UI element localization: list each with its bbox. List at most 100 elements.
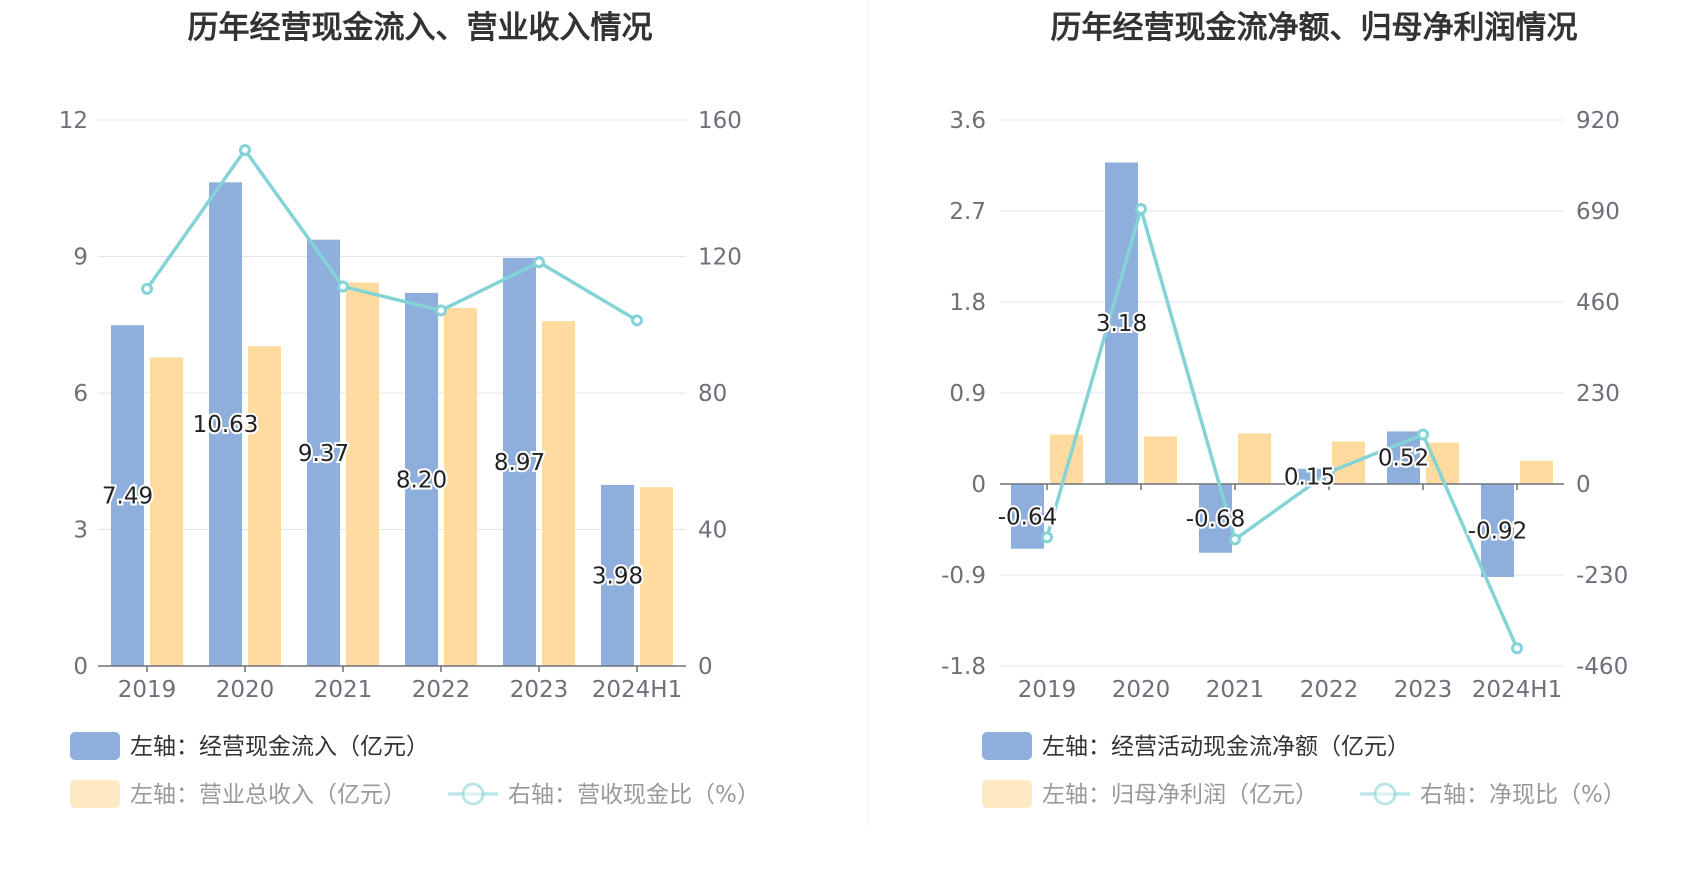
ratio-point — [533, 256, 545, 269]
bar-data-label: 8.97 — [494, 450, 545, 476]
x-axis-category-label: 2020 — [216, 677, 275, 703]
right-axis-tick-label: 0 — [698, 654, 713, 680]
ratio-point — [1041, 531, 1053, 544]
left-axis-tick-label: -1.8 — [941, 654, 986, 680]
left-axis-tick-label: 3.6 — [949, 108, 986, 134]
ratio-point — [141, 282, 153, 295]
x-axis-category-label: 2023 — [1394, 677, 1453, 703]
right-axis-tick-label: 40 — [698, 518, 727, 544]
bar-data-label: 8.20 — [396, 467, 447, 493]
right-axis-tick-label: -230 — [1576, 563, 1628, 589]
right-axis-tick-label: 920 — [1576, 108, 1620, 134]
x-axis-category-label: 2019 — [1018, 677, 1077, 703]
bar-net-profit — [1050, 434, 1083, 484]
bar-data-label: 3.18 — [1096, 311, 1147, 337]
bar-net-profit — [1144, 436, 1177, 484]
bar-net-cash-flow — [1199, 484, 1232, 553]
left-axis-tick-label: 0 — [73, 654, 88, 680]
x-axis-category-label: 2020 — [1112, 677, 1171, 703]
bar-revenue — [640, 487, 673, 666]
bar-revenue — [346, 282, 379, 666]
bar-data-label: 10.63 — [193, 412, 259, 438]
bar-net-cash-flow — [1481, 484, 1514, 578]
right-axis-tick-label: -460 — [1576, 654, 1628, 680]
left-axis-tick-label: 12 — [59, 108, 88, 134]
bar-net-profit — [1238, 433, 1271, 484]
chart-panel-net-cash-flow-profit: 历年经营现金流净额、归母净利润情况 -1.8 -460 -0.9 -230 0 0 0.9 23… — [941, 10, 1628, 808]
left-axis-tick-label: 3 — [73, 518, 88, 544]
legend-label: 右轴：净现比（%） — [1420, 782, 1626, 808]
legend-label: 左轴：经营活动现金流净额（亿元） — [1042, 734, 1410, 760]
left-axis-tick-label: 6 — [73, 381, 88, 407]
bar-cash-inflow — [307, 239, 340, 667]
ratio-line — [145, 148, 638, 322]
ratio-point — [337, 280, 349, 293]
x-axis-category-label: 2024H1 — [592, 677, 682, 703]
legend-swatch-blue — [70, 732, 120, 760]
ratio-line — [1045, 207, 1519, 649]
bar-net-cash-flow — [1387, 431, 1420, 484]
legend-circle-icon — [1373, 782, 1397, 806]
bar-data-label: -0.64 — [998, 504, 1058, 530]
ratio-point — [1229, 533, 1241, 546]
left-axis-tick-label: 0.9 — [949, 381, 986, 407]
right-axis-tick-label: 230 — [1576, 381, 1620, 407]
legend-swatch-blue — [982, 732, 1032, 760]
x-axis-category-label: 2024H1 — [1472, 677, 1562, 703]
left-axis-tick-label: -0.9 — [941, 563, 986, 589]
x-axis-category-label: 2022 — [412, 677, 471, 703]
bar-cash-inflow — [209, 182, 242, 666]
bar-revenue — [150, 357, 183, 666]
legend-label: 左轴：归母净利润（亿元） — [1042, 782, 1318, 808]
bar-data-label: 0.15 — [1284, 464, 1335, 490]
legend-circle-icon — [461, 782, 485, 806]
x-axis-category-label: 2022 — [1300, 677, 1359, 703]
x-axis-category-label: 2023 — [510, 677, 569, 703]
chart-title: 历年经营现金流净额、归母净利润情况 — [1051, 10, 1578, 46]
bar-revenue — [248, 346, 281, 666]
bar-data-label: 3.98 — [592, 563, 643, 589]
right-axis-tick-label: 460 — [1576, 290, 1620, 316]
bar-cash-inflow — [601, 484, 634, 666]
right-axis-tick-label: 80 — [698, 381, 727, 407]
left-axis-tick-label: 9 — [73, 245, 88, 271]
bar-net-profit — [1520, 460, 1553, 484]
bar-cash-inflow — [111, 325, 144, 666]
legend-label: 右轴：营收现金比（%） — [508, 782, 760, 808]
ratio-point — [1511, 642, 1523, 655]
right-axis-tick-label: 0 — [1576, 472, 1591, 498]
chart-title: 历年经营现金流入、营业收入情况 — [188, 10, 653, 46]
bar-data-label: 0.52 — [1378, 446, 1429, 472]
x-axis-category-label: 2019 — [118, 677, 177, 703]
ratio-point — [1417, 428, 1429, 441]
bar-revenue — [542, 321, 575, 666]
legend-label: 左轴：营业总收入（亿元） — [130, 782, 406, 808]
bar-revenue — [444, 307, 477, 666]
right-axis-tick-label: 160 — [698, 108, 742, 134]
bar-cash-inflow — [405, 292, 438, 666]
left-axis-tick-label: 1.8 — [949, 290, 986, 316]
legend-swatch-yellow — [982, 780, 1032, 808]
x-axis-category-label: 2021 — [1206, 677, 1265, 703]
bar-data-label: 7.49 — [102, 484, 153, 510]
legend-swatch-yellow — [70, 780, 120, 808]
right-axis-tick-label: 690 — [1576, 199, 1620, 225]
legend-label: 左轴：经营现金流入（亿元） — [130, 734, 429, 760]
chart-panel-cash-inflow-revenue: 历年经营现金流入、营业收入情况 0 0 3 40 6 80 9 120 12 160 2019 2020… — [59, 10, 760, 808]
x-axis-category-label: 2021 — [314, 677, 373, 703]
bar-cash-inflow — [503, 257, 536, 666]
bar-data-label: -0.68 — [1186, 506, 1246, 532]
ratio-point — [1135, 203, 1147, 216]
bar-net-cash-flow — [1011, 484, 1044, 549]
right-axis-tick-label: 120 — [698, 245, 742, 271]
bar-data-label: 9.37 — [298, 441, 349, 467]
ratio-point — [631, 314, 643, 327]
ratio-point — [435, 304, 447, 317]
bar-net-cash-flow — [1105, 162, 1138, 484]
ratio-point — [1323, 466, 1335, 479]
ratio-point — [239, 144, 251, 157]
left-axis-tick-label: 2.7 — [949, 199, 986, 225]
bar-data-label: -0.92 — [1468, 519, 1528, 545]
